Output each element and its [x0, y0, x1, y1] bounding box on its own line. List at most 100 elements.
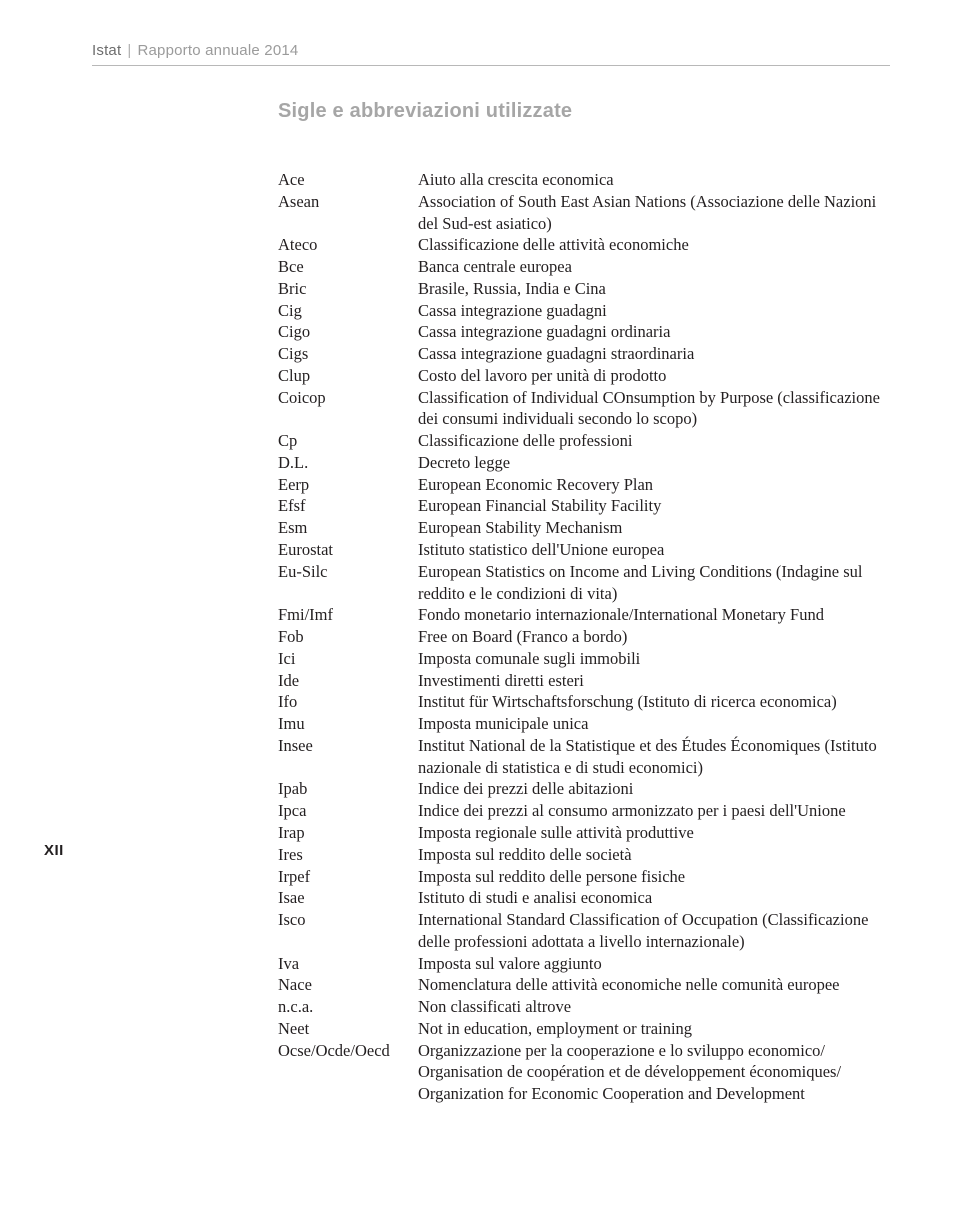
abbreviation-definition: Institut für Wirtschaftsforschung (Istit…: [418, 691, 890, 713]
abbreviation-term: Asean: [278, 191, 418, 213]
abbreviation-term: Irpef: [278, 866, 418, 888]
abbreviation-entry: IrpefImposta sul reddito delle persone f…: [278, 866, 890, 888]
abbreviation-definition: European Economic Recovery Plan: [418, 474, 890, 496]
abbreviation-entry: Eu-SilcEuropean Statistics on Income and…: [278, 561, 890, 605]
abbreviation-definition: Institut National de la Statistique et d…: [418, 735, 890, 779]
abbreviation-definition: European Financial Stability Facility: [418, 495, 890, 517]
abbreviation-definition: Imposta municipale unica: [418, 713, 890, 735]
abbreviation-definition: Organizzazione per la cooperazione e lo …: [418, 1040, 890, 1105]
abbreviation-entry: CigsCassa integrazione guadagni straordi…: [278, 343, 890, 365]
abbreviation-term: Ipab: [278, 778, 418, 800]
abbreviation-definition: Aiuto alla crescita economica: [418, 169, 890, 191]
abbreviation-entry: ImuImposta municipale unica: [278, 713, 890, 735]
abbreviation-term: D.L.: [278, 452, 418, 474]
abbreviation-definition: Fondo monetario internazionale/Internati…: [418, 604, 890, 626]
abbreviation-term: Cig: [278, 300, 418, 322]
abbreviation-term: Ateco: [278, 234, 418, 256]
abbreviation-entry: IvaImposta sul valore aggiunto: [278, 953, 890, 975]
abbreviation-definition: European Stability Mechanism: [418, 517, 890, 539]
abbreviation-definition: Imposta sul reddito delle società: [418, 844, 890, 866]
abbreviation-term: Fmi/Imf: [278, 604, 418, 626]
abbreviation-term: Clup: [278, 365, 418, 387]
abbreviation-entry: EerpEuropean Economic Recovery Plan: [278, 474, 890, 496]
abbreviation-term: Irap: [278, 822, 418, 844]
abbreviation-term: Eerp: [278, 474, 418, 496]
page-folio: XII: [44, 842, 64, 859]
abbreviation-definition: Cassa integrazione guadagni ordinaria: [418, 321, 890, 343]
abbreviation-entry: CoicopClassification of Individual COnsu…: [278, 387, 890, 431]
abbreviation-entry: BceBanca centrale europea: [278, 256, 890, 278]
abbreviation-term: Bce: [278, 256, 418, 278]
abbreviation-term: Iva: [278, 953, 418, 975]
abbreviation-term: n.c.a.: [278, 996, 418, 1018]
abbreviation-definition: Banca centrale europea: [418, 256, 890, 278]
abbreviation-term: Bric: [278, 278, 418, 300]
abbreviation-definition: Classificazione delle professioni: [418, 430, 890, 452]
abbreviation-term: Cp: [278, 430, 418, 452]
abbreviation-term: Ocse/Ocde/Oecd: [278, 1040, 418, 1062]
abbreviation-term: Cigo: [278, 321, 418, 343]
running-head-title: Rapporto annuale 2014: [137, 42, 298, 59]
abbreviation-definition: Imposta comunale sugli immobili: [418, 648, 890, 670]
abbreviation-definition: Indice dei prezzi delle abitazioni: [418, 778, 890, 800]
abbreviation-entry: EfsfEuropean Financial Stability Facilit…: [278, 495, 890, 517]
abbreviation-entry: AseanAssociation of South East Asian Nat…: [278, 191, 890, 235]
abbreviation-term: Ide: [278, 670, 418, 692]
abbreviation-entry: IsaeIstituto di studi e analisi economic…: [278, 887, 890, 909]
abbreviation-definition: Brasile, Russia, India e Cina: [418, 278, 890, 300]
abbreviation-definition: Nomenclatura delle attività economiche n…: [418, 974, 890, 996]
abbreviation-entry: IfoInstitut für Wirtschaftsforschung (Is…: [278, 691, 890, 713]
abbreviation-definition: Istituto di studi e analisi economica: [418, 887, 890, 909]
abbreviation-term: Cigs: [278, 343, 418, 365]
abbreviation-definition: Cassa integrazione guadagni: [418, 300, 890, 322]
abbreviation-definition: Decreto legge: [418, 452, 890, 474]
abbreviation-term: Ifo: [278, 691, 418, 713]
abbreviation-entry: Ocse/Ocde/OecdOrganizzazione per la coop…: [278, 1040, 890, 1105]
abbreviation-term: Ici: [278, 648, 418, 670]
abbreviation-entry: NeetNot in education, employment or trai…: [278, 1018, 890, 1040]
abbreviation-term: Esm: [278, 517, 418, 539]
abbreviation-term: Eurostat: [278, 539, 418, 561]
abbreviation-list: AceAiuto alla crescita economicaAseanAss…: [278, 169, 890, 1105]
abbreviation-term: Ace: [278, 169, 418, 191]
abbreviation-entry: D.L.Decreto legge: [278, 452, 890, 474]
abbreviation-entry: NaceNomenclatura delle attività economic…: [278, 974, 890, 996]
abbreviation-entry: EurostatIstituto statistico dell'Unione …: [278, 539, 890, 561]
abbreviation-term: Coicop: [278, 387, 418, 409]
abbreviation-entry: IpcaIndice dei prezzi al consumo armoniz…: [278, 800, 890, 822]
section-title: Sigle e abbreviazioni utilizzate: [278, 100, 890, 123]
abbreviation-entry: IresImposta sul reddito delle società: [278, 844, 890, 866]
abbreviation-definition: Costo del lavoro per unità di prodotto: [418, 365, 890, 387]
abbreviation-definition: Istituto statistico dell'Unione europea: [418, 539, 890, 561]
abbreviation-definition: Association of South East Asian Nations …: [418, 191, 890, 235]
abbreviation-entry: FobFree on Board (Franco a bordo): [278, 626, 890, 648]
abbreviation-definition: European Statistics on Income and Living…: [418, 561, 890, 605]
abbreviation-term: Insee: [278, 735, 418, 757]
abbreviation-entry: InseeInstitut National de la Statistique…: [278, 735, 890, 779]
abbreviation-entry: IciImposta comunale sugli immobili: [278, 648, 890, 670]
abbreviation-term: Neet: [278, 1018, 418, 1040]
running-head-separator: |: [121, 42, 137, 59]
abbreviation-definition: Free on Board (Franco a bordo): [418, 626, 890, 648]
abbreviation-definition: Non classificati altrove: [418, 996, 890, 1018]
abbreviation-entry: CigCassa integrazione guadagni: [278, 300, 890, 322]
running-head: Istat|Rapporto annuale 2014: [92, 42, 890, 59]
abbreviation-definition: Investimenti diretti esteri: [418, 670, 890, 692]
abbreviation-entry: ClupCosto del lavoro per unità di prodot…: [278, 365, 890, 387]
abbreviation-term: Ires: [278, 844, 418, 866]
abbreviation-term: Fob: [278, 626, 418, 648]
abbreviation-term: Imu: [278, 713, 418, 735]
abbreviation-term: Isco: [278, 909, 418, 931]
abbreviation-entry: n.c.a.Non classificati altrove: [278, 996, 890, 1018]
abbreviation-entry: AtecoClassificazione delle attività econ…: [278, 234, 890, 256]
abbreviation-definition: International Standard Classification of…: [418, 909, 890, 953]
abbreviation-entry: AceAiuto alla crescita economica: [278, 169, 890, 191]
abbreviation-definition: Cassa integrazione guadagni straordinari…: [418, 343, 890, 365]
abbreviation-entry: IrapImposta regionale sulle attività pro…: [278, 822, 890, 844]
abbreviation-entry: CigoCassa integrazione guadagni ordinari…: [278, 321, 890, 343]
abbreviation-entry: BricBrasile, Russia, India e Cina: [278, 278, 890, 300]
abbreviation-definition: Classificazione delle attività economich…: [418, 234, 890, 256]
abbreviation-term: Nace: [278, 974, 418, 996]
abbreviation-entry: IpabIndice dei prezzi delle abitazioni: [278, 778, 890, 800]
abbreviation-entry: CpClassificazione delle professioni: [278, 430, 890, 452]
